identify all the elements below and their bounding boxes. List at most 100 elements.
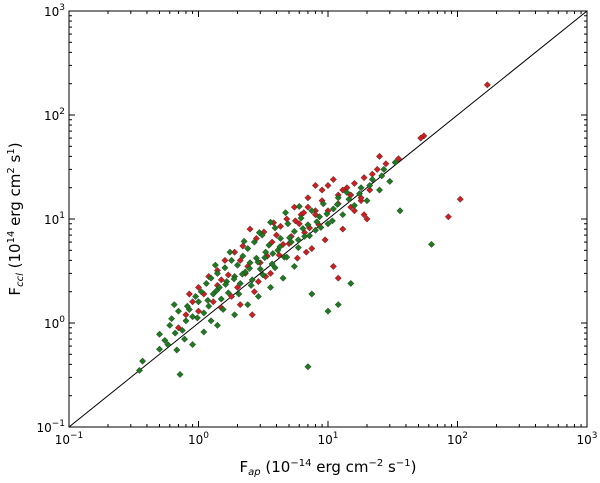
series-1-point-25 xyxy=(221,264,229,272)
series-1-point-93 xyxy=(247,281,255,289)
series-0-point-85 xyxy=(456,195,464,203)
series-1-point-17 xyxy=(200,309,208,317)
series-1-point-90 xyxy=(207,317,215,325)
x-tick-label-2: 101 xyxy=(317,431,338,447)
series-1-point-71 xyxy=(391,158,399,166)
series-1-point-116 xyxy=(238,270,246,278)
series-1-point-126 xyxy=(333,200,341,208)
y-axis-ticks: 10−1 100 101 102 103 xyxy=(36,3,587,435)
series-1-point-5 xyxy=(166,321,174,329)
series-1-point-37 xyxy=(250,238,258,246)
series-1-point-102 xyxy=(226,248,234,256)
series-0-point-2 xyxy=(417,134,425,142)
series-1-point-49 xyxy=(287,238,295,246)
y-tick-label-1: 100 xyxy=(44,315,65,331)
series-1-point-101 xyxy=(211,261,219,269)
series-0-point-83 xyxy=(360,211,368,219)
series-1-point-57 xyxy=(316,213,324,221)
series-1-point-43 xyxy=(268,260,276,268)
series-1-point-30 xyxy=(234,261,241,269)
series-0-point-34 xyxy=(228,292,236,300)
series-1-point-128 xyxy=(355,190,363,198)
series-1-point-118 xyxy=(254,258,262,266)
series-1-point-19 xyxy=(205,302,213,310)
x-axis-ticks: 10−1 100 101 102 103 xyxy=(55,11,598,447)
y-axis-title: Fccl (1014 erg cm2 s1) xyxy=(6,142,26,295)
x-tick-label-3: 102 xyxy=(447,431,468,447)
series-0-point-8 xyxy=(350,179,358,187)
series-1-point-28 xyxy=(228,256,236,264)
series-1-point-121 xyxy=(276,243,284,251)
series-0-point-10 xyxy=(324,182,332,189)
series-1-point-24 xyxy=(217,295,225,303)
series-1-point-113 xyxy=(213,287,221,295)
reference-line xyxy=(68,10,588,428)
series-1-point-108 xyxy=(164,341,172,349)
x-tick-label-4: 103 xyxy=(576,431,597,447)
series-0-point-43 xyxy=(308,245,316,253)
data-points xyxy=(135,81,491,378)
series-0-point-33 xyxy=(217,276,225,284)
series-1-point-48 xyxy=(284,220,292,228)
series-1-point-119 xyxy=(261,254,269,262)
y-tick-label-0: 10−1 xyxy=(36,419,65,435)
series-1-point-20 xyxy=(207,274,215,282)
series-1-point-51 xyxy=(294,244,302,252)
series-1-point-122 xyxy=(286,234,294,242)
series-1-point-120 xyxy=(269,250,277,258)
series-1-point-21 xyxy=(209,290,217,298)
series-1-point-125 xyxy=(323,210,331,218)
series-0-point-0 xyxy=(483,81,491,89)
series-1-point-107 xyxy=(295,202,303,210)
series-0-point-5 xyxy=(373,165,381,173)
series-0-point-48 xyxy=(339,225,347,233)
series-0-point-28 xyxy=(195,283,202,291)
series-1-point-62 xyxy=(339,211,347,219)
series-1-point-3 xyxy=(161,336,169,344)
series-0-point-7 xyxy=(360,174,368,182)
series-1-point-89 xyxy=(173,346,181,354)
series-0-point-51 xyxy=(363,215,371,223)
x-axis-title: Fap (10−14 erg cm−2 s−1) xyxy=(240,458,417,478)
series-1-point-75 xyxy=(334,301,342,309)
series-0-point-45 xyxy=(321,236,329,244)
series-0-point-86 xyxy=(300,209,308,217)
series-1-point-82 xyxy=(254,292,262,300)
series-1-point-10 xyxy=(176,370,184,378)
series-1-point-16 xyxy=(197,288,205,296)
series-0-point-18 xyxy=(277,222,285,230)
series-1-point-55 xyxy=(308,207,316,215)
series-1-point-6 xyxy=(168,315,176,323)
series-1-point-14 xyxy=(192,292,200,300)
series-1-point-105 xyxy=(267,218,275,226)
series-1-point-32 xyxy=(239,252,247,260)
series-1-point-78 xyxy=(304,363,312,371)
series-0-point-25 xyxy=(221,256,229,264)
series-1-point-42 xyxy=(265,241,273,249)
series-1-point-84 xyxy=(231,311,239,319)
series-1-point-44 xyxy=(271,224,279,232)
series-0-point-71 xyxy=(195,307,202,315)
series-1-point-66 xyxy=(363,197,371,205)
series-1-point-92 xyxy=(235,290,243,298)
series-1-point-18 xyxy=(202,279,210,287)
series-1-point-2 xyxy=(156,345,163,353)
series-1-point-86 xyxy=(200,328,208,336)
y-tick-label-2: 101 xyxy=(44,211,65,227)
series-1-point-60 xyxy=(329,205,337,213)
series-1-point-46 xyxy=(277,234,285,242)
series-1-point-63 xyxy=(343,188,351,196)
series-1-point-15 xyxy=(195,298,202,306)
series-1-point-81 xyxy=(267,283,275,291)
series-1-point-76 xyxy=(324,307,332,315)
series-1-point-31 xyxy=(236,279,244,287)
series-0-point-55 xyxy=(311,182,319,189)
series-0-point-62 xyxy=(295,220,303,228)
series-1-point-94 xyxy=(259,271,267,279)
series-1-point-50 xyxy=(290,227,298,235)
series-0-point-84 xyxy=(444,213,452,221)
series-1-point-68 xyxy=(376,186,384,194)
series-1-point-114 xyxy=(222,280,230,288)
series-1-point-9 xyxy=(178,326,186,334)
series-0-point-56 xyxy=(376,152,384,160)
